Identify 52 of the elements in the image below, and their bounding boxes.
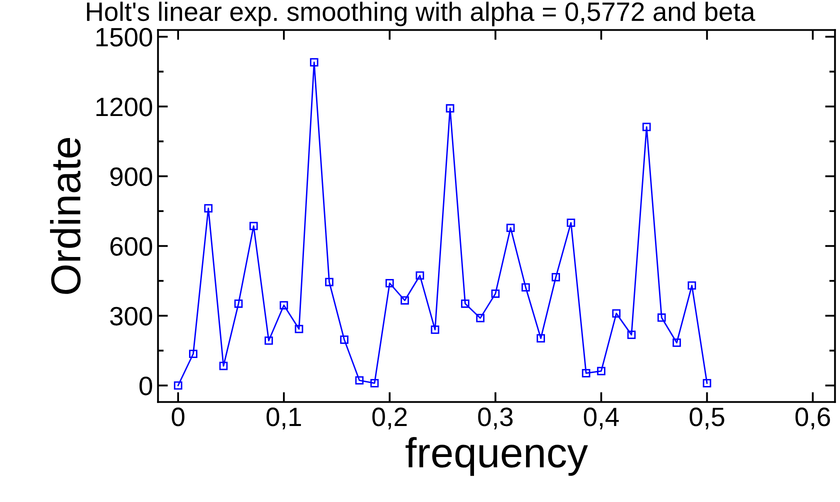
point <box>582 369 590 378</box>
x-tick-label: 0,4 <box>584 408 619 430</box>
point <box>430 326 440 334</box>
point <box>355 376 364 385</box>
point <box>461 299 470 308</box>
point <box>597 366 606 376</box>
point <box>506 224 515 232</box>
point <box>370 379 379 388</box>
y-axis-title: Ordinate <box>50 138 81 294</box>
point <box>189 350 198 358</box>
point <box>627 330 636 339</box>
y-tick-label: 600 <box>110 237 152 256</box>
point <box>566 218 576 227</box>
point <box>249 222 258 230</box>
y-tick-label: 0 <box>139 376 152 396</box>
point <box>400 296 409 305</box>
point <box>219 362 228 370</box>
y-tick-label: 900 <box>110 167 152 186</box>
point <box>491 289 500 298</box>
point <box>280 301 288 310</box>
point <box>672 338 681 347</box>
point <box>234 299 243 308</box>
y-tick-label: 1500 <box>96 28 152 47</box>
point <box>416 271 424 280</box>
x-tick-label: 0,5 <box>690 408 724 430</box>
y-tick-label: 300 <box>110 306 152 326</box>
x-axis-title: frequency <box>406 437 588 476</box>
point <box>612 309 621 318</box>
x-tick-label: 0,1 <box>266 408 301 430</box>
point <box>446 104 454 113</box>
x-tick-label: 0,6 <box>795 408 830 430</box>
point <box>702 379 712 388</box>
x-tick-label: 0 <box>172 408 184 426</box>
point <box>385 279 394 288</box>
x-tick-label: 0,2 <box>372 408 407 430</box>
point <box>340 336 348 344</box>
y-tick-label: 1200 <box>96 98 152 116</box>
point <box>310 58 318 66</box>
point <box>204 204 213 212</box>
point <box>325 278 334 286</box>
x-tick-label: 0,3 <box>478 408 513 430</box>
point <box>174 381 182 390</box>
point <box>552 272 560 282</box>
point <box>294 324 304 334</box>
point <box>536 334 545 342</box>
point <box>642 122 651 132</box>
point <box>688 281 696 290</box>
point <box>264 336 273 345</box>
chart-title: Holt's linear exp. smoothing with alpha = 0,5772 and beta <box>87 2 756 26</box>
point <box>657 313 666 322</box>
point <box>476 314 484 322</box>
point <box>522 283 530 292</box>
